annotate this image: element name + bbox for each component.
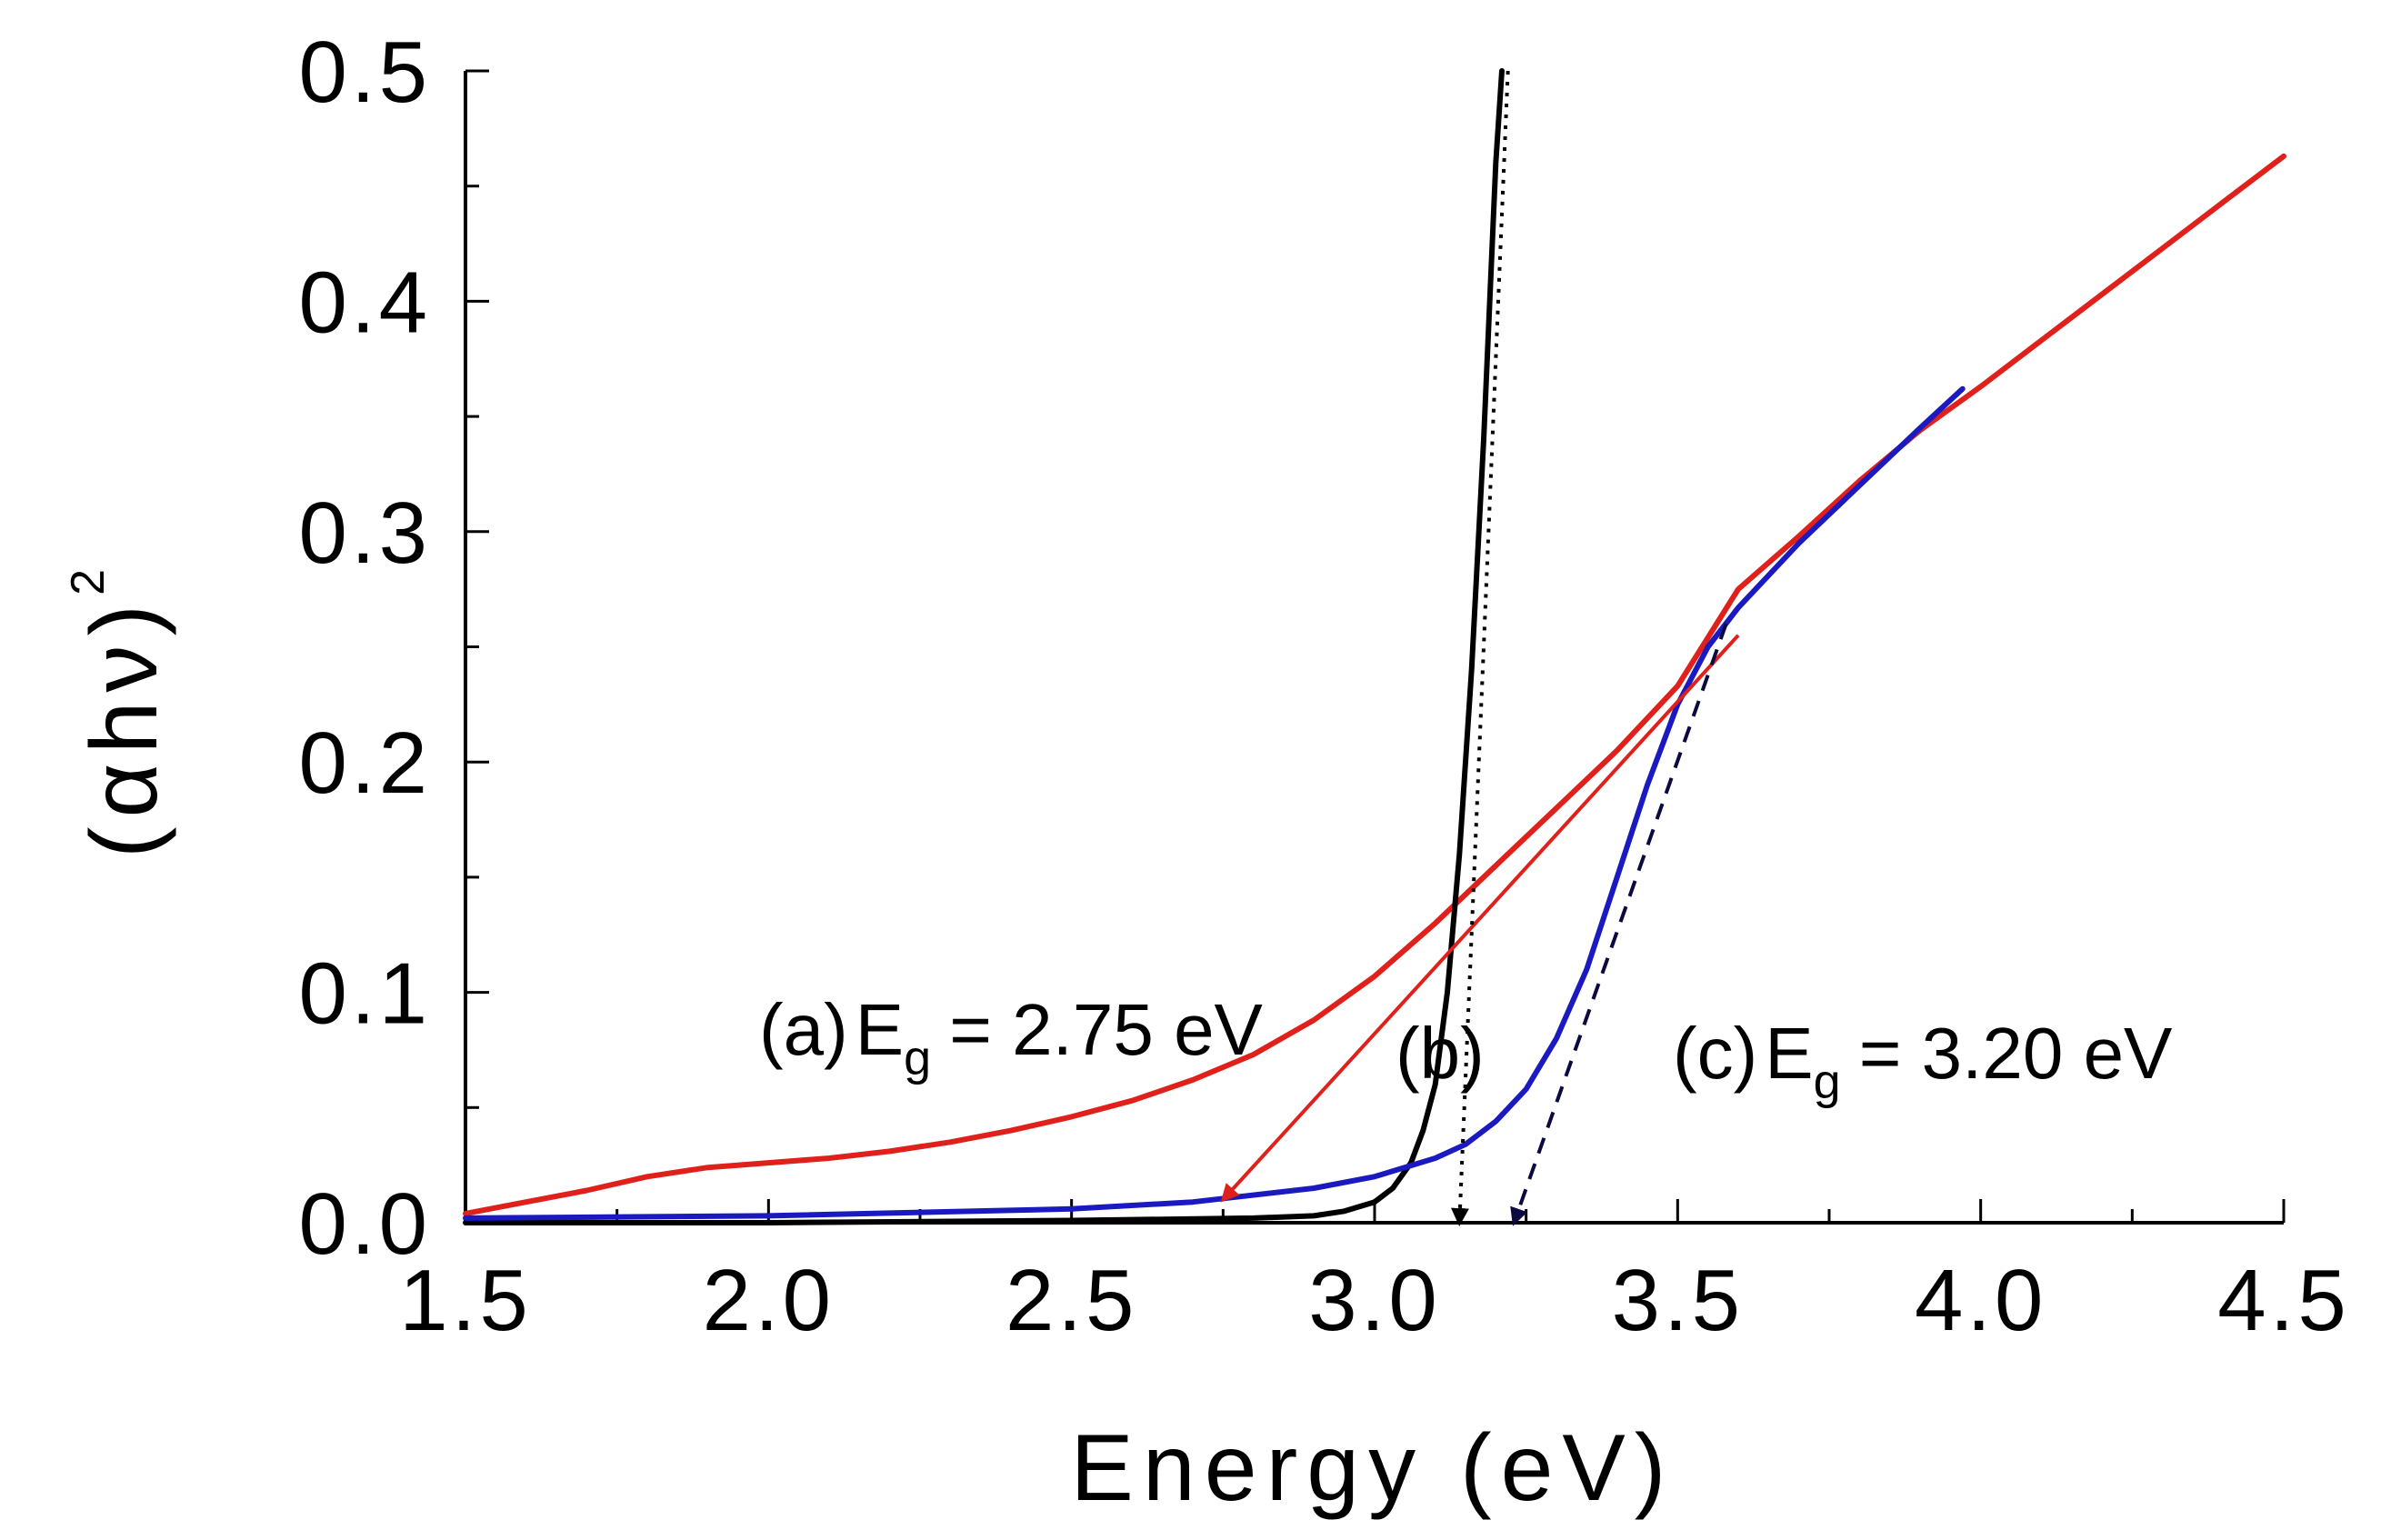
series-a-curve [463,153,2286,1216]
x-tick-label: 3.5 [1612,1252,1744,1349]
y-axis-title-superscript: 2 [62,560,115,595]
annotation-a-prefix: (a) [759,989,848,1070]
annotation-a-symbol: E [855,989,904,1070]
annotation-a-sub: g [904,1031,931,1085]
annotation-a: (a) Eg = 2.75 eV [759,989,1264,1085]
annotation-b: (b) [1396,1013,1485,1094]
y-tick-label: 0.0 [299,1175,431,1273]
y-tick-label: 0.5 [299,24,431,121]
series-c-curve [463,385,1966,1221]
annotation-c-symbol: E [1765,1013,1813,1094]
y-tick-label: 0.4 [299,254,431,351]
y-tick-label: 0.1 [299,945,431,1043]
y-tick-label: 0.3 [299,485,431,582]
x-tick-label: 4.0 [1915,1252,2046,1349]
y-axis-title-main: (αhν) [72,595,177,858]
fit-lines [1220,70,1740,1226]
fit-line-b [1451,70,1510,1226]
annotation-a-text: = 2.75 eV [949,989,1263,1070]
x-axis-title: Energy (eV) [1071,1415,1676,1521]
x-tick-label: 1.5 [399,1252,531,1349]
axes: 1.5 2.0 2.5 3.0 3.5 4.0 4.5 0.0 0.1 0.2 0.3 0.4 0.5 [299,24,2349,1349]
fit-line-a [1220,634,1740,1203]
annotation-c: (c) Eg = 3.20 eV [1673,1013,2173,1109]
x-tick-label: 4.5 [2217,1252,2349,1349]
y-axis-title: (αhν)2 [62,560,177,858]
annotation-c-text: = 3.20 eV [1859,1013,2173,1094]
fit-line-c [1510,623,1728,1226]
y-tick-label: 0.2 [299,715,431,812]
x-tick-label: 2.0 [703,1252,835,1349]
x-tick-label: 2.5 [1005,1252,1137,1349]
annotation-c-sub: g [1814,1055,1841,1109]
x-tick-label: 3.0 [1308,1252,1440,1349]
annotation-c-prefix: (c) [1673,1013,1757,1094]
